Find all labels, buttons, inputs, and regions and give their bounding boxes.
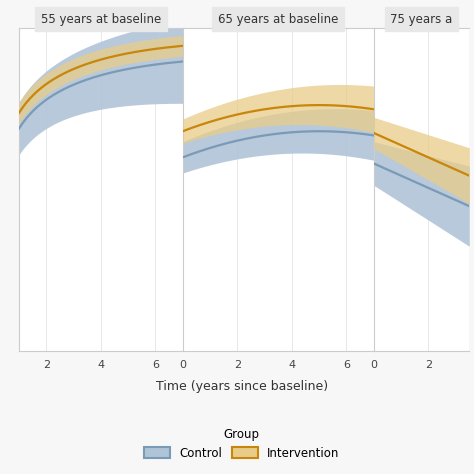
Title: 75 years a: 75 years a — [391, 13, 453, 26]
Legend: Control, Intervention: Control, Intervention — [140, 424, 343, 464]
Title: 65 years at baseline: 65 years at baseline — [218, 13, 338, 26]
Title: 55 years at baseline: 55 years at baseline — [41, 13, 161, 26]
Text: Time (years since baseline): Time (years since baseline) — [155, 380, 328, 393]
